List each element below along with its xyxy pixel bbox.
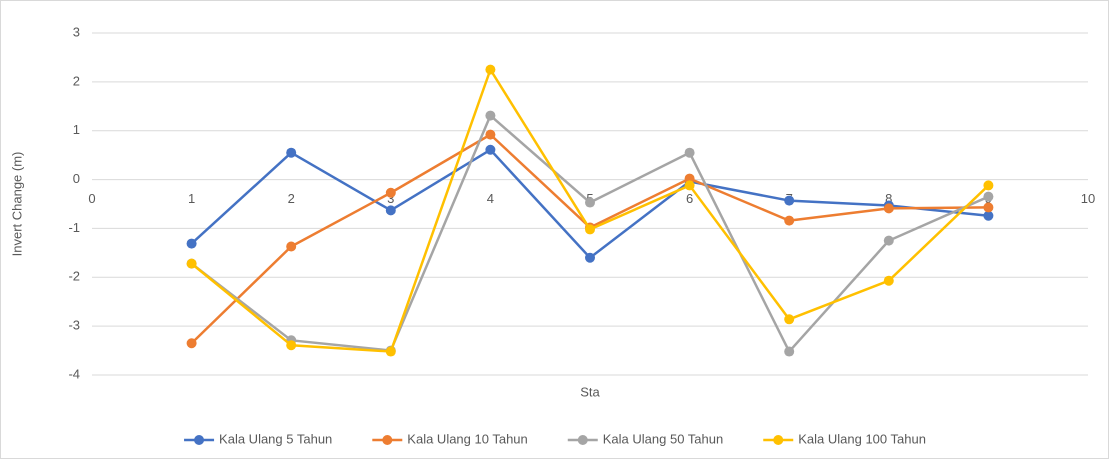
legend-label: Kala Ulang 50 Tahun [603,431,723,446]
legend-marker [577,435,588,445]
data-point [585,252,595,263]
x-tick-label: 10 [1081,191,1095,206]
legend-marker [382,435,393,445]
y-tick-label: 0 [73,171,80,186]
data-point [784,314,795,325]
y-tick-label: -3 [68,318,80,333]
data-point [784,215,795,226]
legend-label: Kala Ulang 5 Tahun [219,431,332,446]
data-point [485,129,496,140]
data-point [186,258,197,269]
data-point [784,346,795,357]
y-tick-label: 1 [73,122,80,137]
y-tick-label: -1 [68,220,80,235]
legend-label: Kala Ulang 10 Tahun [407,431,527,446]
data-point [585,224,595,235]
data-point [186,238,197,249]
legend-marker [194,435,205,445]
y-tick-label: -4 [68,366,80,381]
data-point [186,338,197,349]
data-point [784,195,795,206]
data-point [684,180,695,191]
legend-marker [773,435,784,445]
x-tick-label: 8 [885,191,892,206]
data-point [286,340,297,351]
x-tick-label: 1 [188,191,195,206]
data-point [983,180,994,191]
y-tick-label: 3 [73,24,80,39]
data-point [585,197,595,208]
data-point [485,64,496,75]
x-tick-label: 2 [288,191,295,206]
data-point [485,110,496,121]
y-tick-label: -2 [68,269,80,284]
y-tick-label: 2 [73,73,80,88]
data-point [286,241,297,252]
x-tick-label: 0 [88,191,95,206]
x-tick-label: 3 [387,191,394,206]
x-tick-label: 6 [686,191,693,206]
data-point [983,191,994,202]
data-point [385,346,396,357]
data-point [883,235,894,246]
data-point [684,173,695,184]
data-point [485,144,496,155]
legend-label: Kala Ulang 100 Tahun [798,431,926,446]
data-point [385,205,396,216]
x-axis-label: Sta [580,384,600,399]
data-point [286,147,297,158]
data-point [983,210,994,221]
data-point [684,147,695,158]
data-point [883,203,894,214]
y-axis-label: Invert Change (m) [9,152,24,257]
data-point [983,202,994,213]
data-point [883,275,894,286]
data-point [385,187,396,198]
x-tick-label: 4 [487,191,494,206]
